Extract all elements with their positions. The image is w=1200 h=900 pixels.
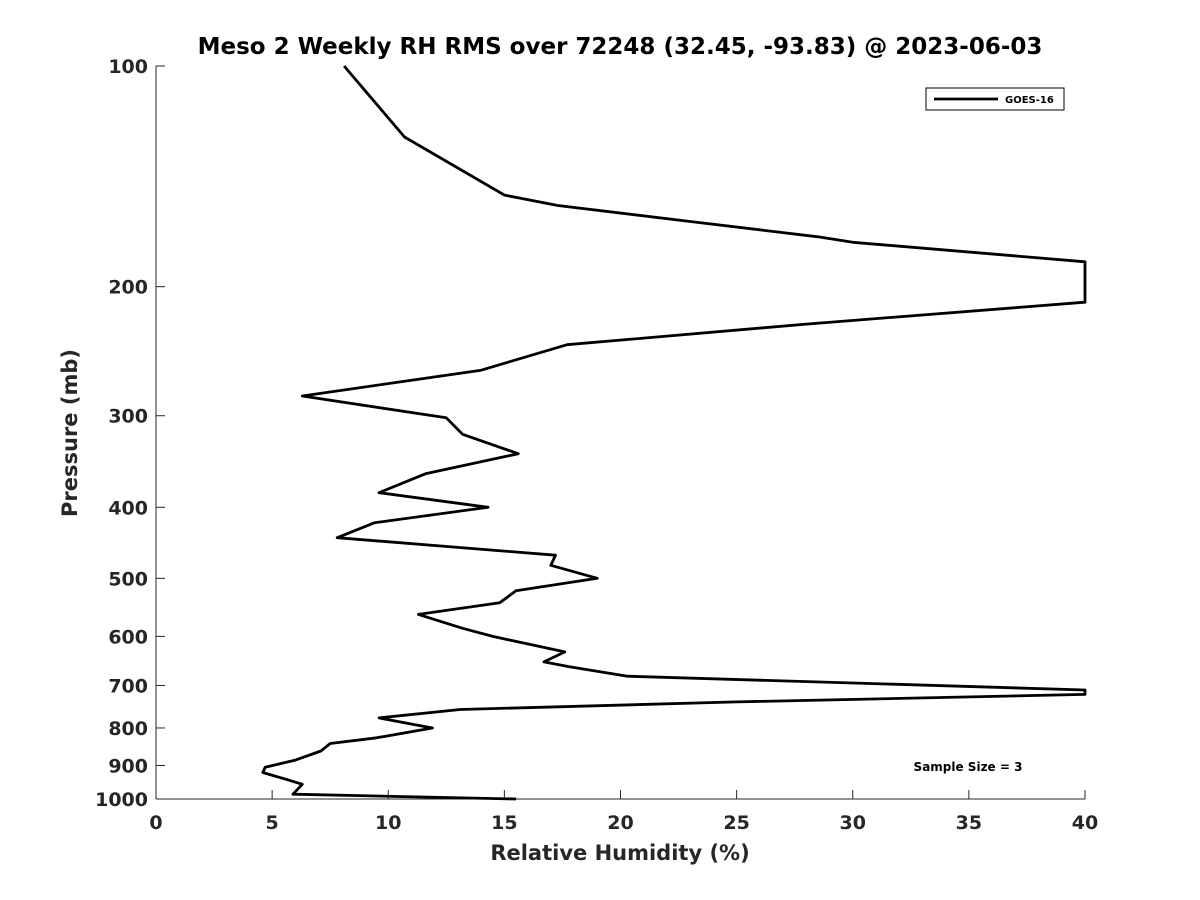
x-tick-label: 40: [1072, 812, 1098, 834]
legend: GOES-16: [925, 87, 1065, 111]
y-tick-label: 1000: [95, 789, 148, 811]
y-tick-label: 600: [108, 626, 148, 648]
y-tick-label: 500: [108, 568, 148, 590]
chart-title: Meso 2 Weekly RH RMS over 72248 (32.45, …: [198, 34, 1043, 60]
y-tick-label: 300: [108, 406, 148, 428]
series-line-goes-16: [261, 65, 1087, 801]
y-tick-label: 200: [108, 277, 148, 299]
y-axis-label: Pressure (mb): [58, 349, 82, 517]
tick-layer: 0 5 10 15 20 25 30 35 40 100 200 300 400 500 600 700 800…: [95, 56, 1098, 834]
x-tick-label: 20: [607, 812, 633, 834]
x-axis-label: Relative Humidity (%): [490, 841, 749, 865]
x-tick-label: 25: [723, 812, 749, 834]
y-tick-label: 400: [108, 497, 148, 519]
y-tick-label: 700: [108, 675, 148, 697]
x-tick-label: 35: [956, 812, 982, 834]
series-layer: [261, 65, 1087, 801]
y-tick-label: 800: [108, 718, 148, 740]
x-tick-label: 15: [491, 812, 517, 834]
x-tick-label: 0: [149, 812, 162, 834]
x-tick-label: 10: [375, 812, 401, 834]
x-tick-label: 30: [840, 812, 866, 834]
x-tick-label: 5: [266, 812, 279, 834]
y-tick-label: 900: [108, 755, 148, 777]
y-tick-label: 100: [108, 56, 148, 78]
legend-label: GOES-16: [1005, 95, 1054, 106]
sample-size-annotation: Sample Size = 3: [914, 760, 1023, 774]
